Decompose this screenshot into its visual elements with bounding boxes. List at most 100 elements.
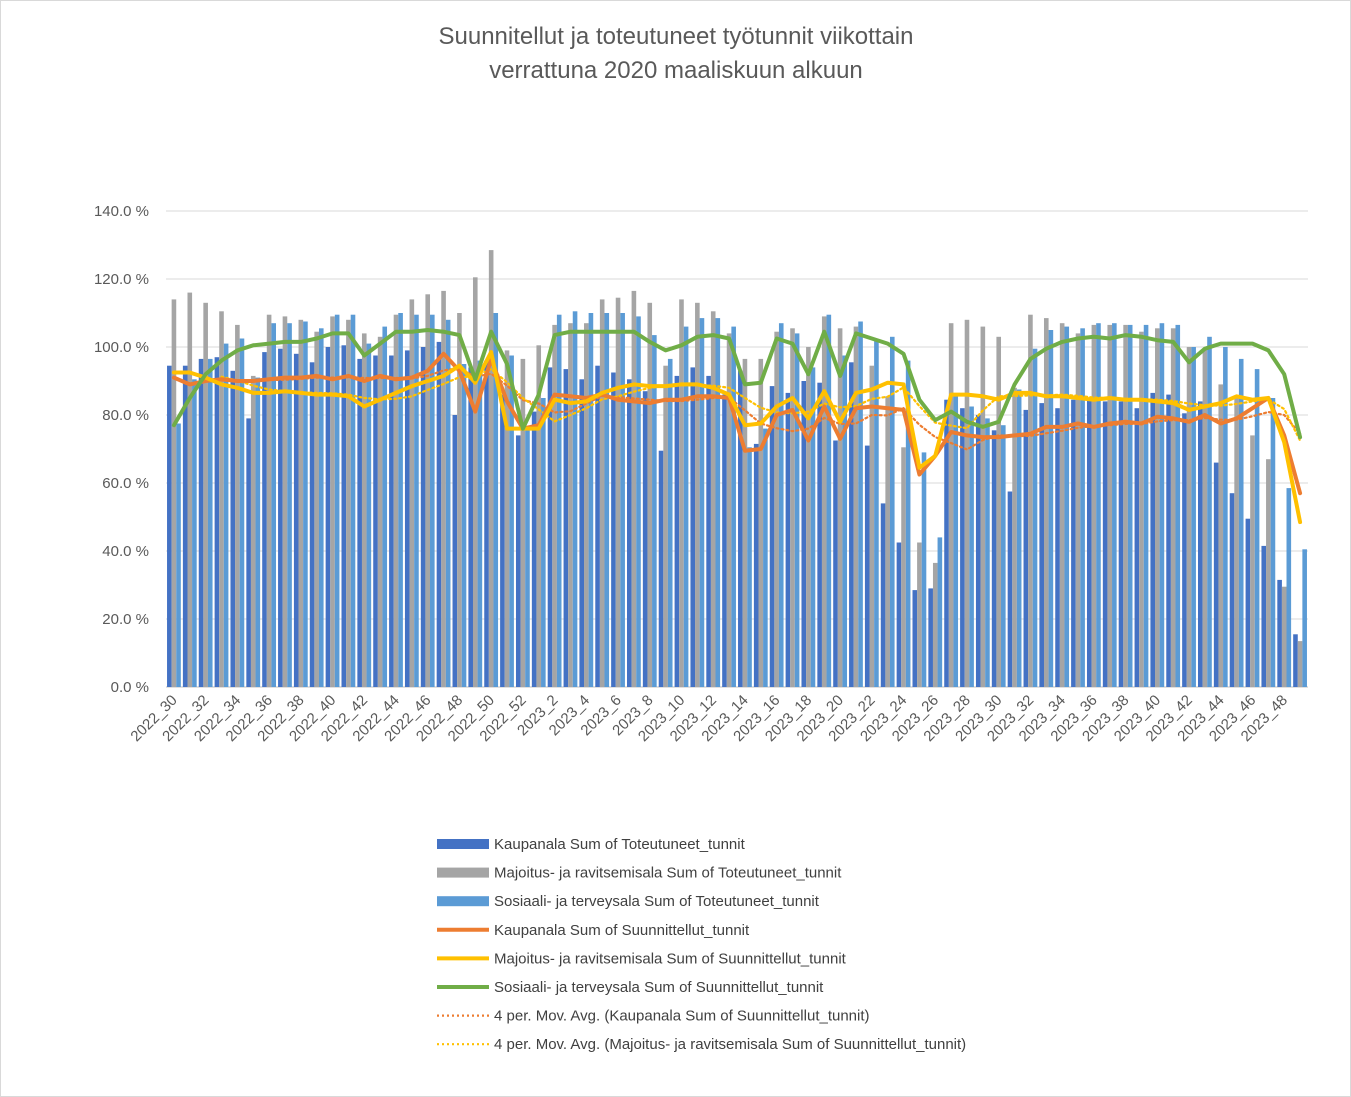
bar bbox=[969, 406, 974, 687]
bar bbox=[715, 318, 721, 687]
bar bbox=[425, 294, 431, 687]
bar bbox=[235, 324, 240, 687]
bar bbox=[255, 377, 261, 687]
bar bbox=[944, 399, 949, 687]
bar bbox=[953, 394, 959, 687]
legend-swatch bbox=[437, 867, 489, 878]
bar bbox=[1245, 518, 1251, 687]
bar bbox=[758, 358, 764, 687]
bar bbox=[287, 323, 292, 687]
bar bbox=[1001, 425, 1006, 687]
bar bbox=[806, 347, 811, 687]
bar bbox=[738, 370, 743, 687]
legend-label: Kaupanala Sum of Suunnittellut_tunnit bbox=[494, 922, 750, 939]
bar bbox=[484, 360, 489, 687]
bar bbox=[817, 382, 822, 687]
bar bbox=[599, 299, 605, 687]
bar bbox=[167, 365, 172, 687]
bar bbox=[504, 350, 510, 687]
bar bbox=[1218, 384, 1224, 687]
bar bbox=[552, 324, 557, 687]
legend-label: Sosiaali- ja terveysala Sum of Toteutune… bbox=[494, 893, 820, 910]
bar bbox=[1118, 401, 1124, 687]
bar bbox=[837, 328, 843, 687]
bar bbox=[731, 326, 736, 687]
bar bbox=[1297, 641, 1303, 687]
bar bbox=[579, 379, 585, 687]
bar bbox=[980, 326, 986, 687]
bar bbox=[880, 503, 886, 687]
bar bbox=[1096, 323, 1101, 687]
bar bbox=[1150, 392, 1156, 687]
bar bbox=[1293, 634, 1298, 687]
bar bbox=[615, 297, 621, 687]
x-axis-tick-labels: 2022_302022_322022_342022_362022_382022_… bbox=[127, 692, 1291, 745]
bar bbox=[509, 355, 514, 687]
bar bbox=[1266, 459, 1271, 687]
bar bbox=[271, 323, 276, 687]
bar bbox=[948, 323, 954, 687]
bar bbox=[457, 313, 462, 687]
bar bbox=[1016, 389, 1022, 687]
bar bbox=[905, 360, 911, 687]
y-tick-label: 40.0 % bbox=[102, 543, 149, 560]
bar bbox=[1270, 398, 1276, 687]
bar bbox=[695, 302, 700, 687]
bar bbox=[595, 365, 600, 687]
bar bbox=[541, 398, 546, 687]
bar bbox=[912, 590, 918, 687]
bar bbox=[298, 319, 304, 687]
bar bbox=[536, 345, 542, 687]
bar bbox=[1023, 409, 1029, 687]
bar bbox=[710, 311, 716, 687]
bar bbox=[642, 391, 648, 687]
series-lines bbox=[171, 328, 1303, 525]
bar bbox=[964, 319, 970, 687]
bar bbox=[1286, 488, 1292, 687]
bar bbox=[1055, 408, 1060, 687]
legend-label: Kaupanala Sum of Toteutuneet_tunnit bbox=[494, 836, 746, 853]
bar bbox=[1229, 493, 1235, 687]
bar bbox=[975, 415, 981, 687]
bar bbox=[500, 394, 505, 687]
bar bbox=[176, 423, 181, 687]
bar bbox=[1186, 347, 1192, 687]
bar bbox=[896, 542, 902, 687]
bar bbox=[679, 299, 684, 687]
bar bbox=[414, 314, 419, 687]
bar bbox=[864, 445, 870, 687]
bar bbox=[960, 408, 965, 687]
bar bbox=[1302, 549, 1307, 687]
bar bbox=[1198, 401, 1203, 687]
bar bbox=[1170, 328, 1176, 687]
legend-label: 4 per. Mov. Avg. (Kaupanala Sum of Suunn… bbox=[494, 1008, 870, 1025]
bar bbox=[547, 367, 553, 687]
bar bbox=[647, 302, 653, 687]
bar bbox=[1064, 326, 1070, 687]
bar bbox=[468, 367, 473, 687]
bar bbox=[515, 435, 521, 687]
bar bbox=[801, 381, 807, 687]
bar bbox=[1091, 324, 1097, 687]
legend-label: Sosiaali- ja terveysala Sum of Suunnitte… bbox=[494, 979, 824, 996]
bar bbox=[1207, 336, 1212, 687]
y-tick-label: 120.0 % bbox=[94, 271, 149, 288]
bar bbox=[404, 350, 410, 687]
y-tick-label: 100.0 % bbox=[94, 339, 149, 356]
bar bbox=[420, 347, 426, 687]
bar bbox=[441, 290, 446, 687]
bar bbox=[409, 299, 415, 687]
bar bbox=[858, 321, 863, 687]
legend: Kaupanala Sum of Toteutuneet_tunnit Majoi… bbox=[437, 836, 966, 1053]
bar bbox=[357, 358, 362, 687]
legend-swatch bbox=[437, 839, 489, 849]
bar bbox=[1080, 328, 1085, 687]
bar bbox=[722, 394, 727, 687]
legend-label: Majoitus- ja ravitsemisala Sum of Suunni… bbox=[494, 950, 847, 967]
bar bbox=[588, 313, 594, 687]
bar bbox=[531, 411, 537, 687]
bar bbox=[747, 447, 752, 687]
bar bbox=[932, 562, 938, 687]
bar bbox=[1139, 331, 1144, 687]
